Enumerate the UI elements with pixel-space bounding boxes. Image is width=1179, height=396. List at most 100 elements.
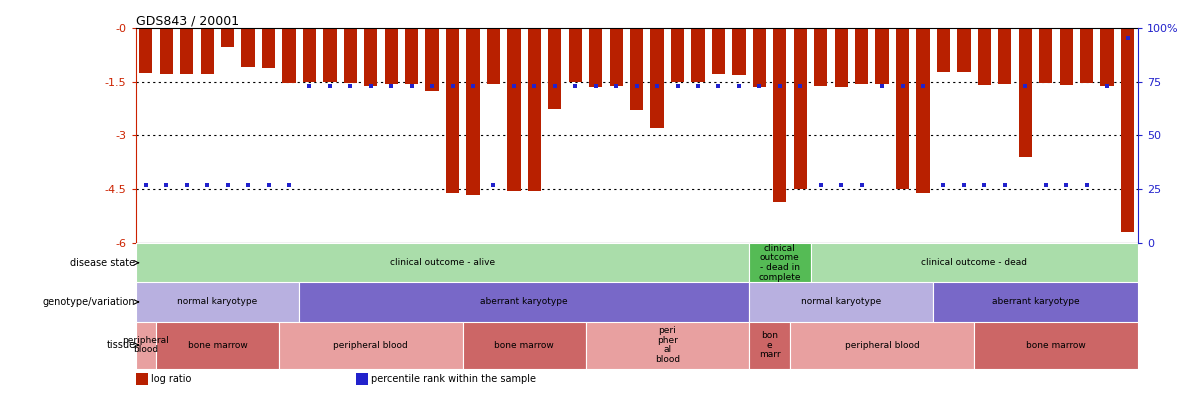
Point bbox=[1056, 182, 1075, 188]
Bar bbox=[810, 243, 1138, 282]
Point bbox=[730, 83, 749, 89]
Point bbox=[1036, 182, 1055, 188]
Point bbox=[1098, 83, 1117, 89]
Bar bbox=[876, 28, 889, 84]
Text: clinical outcome - alive: clinical outcome - alive bbox=[390, 258, 495, 267]
Point bbox=[218, 182, 237, 188]
Text: GDS843 / 20001: GDS843 / 20001 bbox=[136, 15, 238, 28]
Bar bbox=[896, 28, 909, 189]
Point bbox=[934, 182, 953, 188]
Point bbox=[668, 83, 687, 89]
Bar bbox=[790, 322, 974, 369]
Bar bbox=[364, 28, 377, 86]
Text: bon
e
marr: bon e marr bbox=[759, 331, 780, 359]
Bar bbox=[548, 28, 561, 109]
Text: percentile rank within the sample: percentile rank within the sample bbox=[371, 374, 536, 384]
Text: genotype/variation: genotype/variation bbox=[42, 297, 136, 307]
Point bbox=[627, 83, 646, 89]
Bar bbox=[136, 282, 299, 322]
Text: peri
pher
al
blood: peri pher al blood bbox=[654, 326, 680, 364]
Bar bbox=[937, 28, 950, 72]
Bar bbox=[1080, 28, 1093, 84]
Text: disease state: disease state bbox=[71, 258, 136, 268]
Point bbox=[566, 83, 585, 89]
Text: log ratio: log ratio bbox=[151, 374, 191, 384]
Point bbox=[647, 83, 666, 89]
Bar bbox=[242, 28, 255, 67]
Bar bbox=[528, 28, 541, 191]
Bar bbox=[156, 322, 278, 369]
Bar bbox=[749, 282, 934, 322]
Bar bbox=[1121, 28, 1134, 232]
Bar bbox=[610, 28, 623, 86]
Text: aberrant karyotype: aberrant karyotype bbox=[992, 297, 1079, 307]
Text: bone marrow: bone marrow bbox=[1026, 341, 1086, 350]
Bar bbox=[752, 28, 766, 87]
Point bbox=[259, 182, 278, 188]
Point bbox=[279, 182, 298, 188]
Bar bbox=[793, 28, 806, 189]
Bar bbox=[463, 322, 586, 369]
Point bbox=[1016, 83, 1035, 89]
Bar bbox=[487, 28, 500, 84]
Bar bbox=[671, 28, 684, 82]
Bar bbox=[749, 322, 790, 369]
Bar bbox=[835, 28, 848, 87]
Point bbox=[137, 182, 156, 188]
Point bbox=[463, 83, 482, 89]
Bar bbox=[1039, 28, 1053, 84]
Bar bbox=[507, 28, 521, 191]
Point bbox=[525, 83, 544, 89]
Point bbox=[607, 83, 626, 89]
Point bbox=[852, 182, 871, 188]
Bar bbox=[974, 322, 1138, 369]
Text: tissue: tissue bbox=[106, 340, 136, 350]
Point bbox=[995, 182, 1014, 188]
Point bbox=[321, 83, 340, 89]
Point bbox=[402, 83, 421, 89]
Point bbox=[157, 182, 176, 188]
Bar bbox=[278, 322, 463, 369]
Bar bbox=[136, 373, 147, 385]
Text: normal karyotype: normal karyotype bbox=[177, 297, 257, 307]
Bar bbox=[136, 322, 156, 369]
Bar bbox=[916, 28, 929, 193]
Bar bbox=[180, 28, 193, 74]
Bar bbox=[855, 28, 868, 84]
Bar bbox=[630, 28, 644, 110]
Point bbox=[177, 182, 196, 188]
Point bbox=[1118, 35, 1137, 42]
Point bbox=[382, 83, 401, 89]
Point bbox=[361, 83, 380, 89]
Bar bbox=[957, 28, 970, 72]
Bar bbox=[220, 28, 235, 48]
Bar bbox=[299, 282, 749, 322]
Bar bbox=[159, 28, 173, 74]
Text: bone marrow: bone marrow bbox=[494, 341, 554, 350]
Point bbox=[955, 182, 974, 188]
Text: peripheral blood: peripheral blood bbox=[844, 341, 920, 350]
Text: peripheral blood: peripheral blood bbox=[334, 341, 408, 350]
Point bbox=[586, 83, 605, 89]
Bar bbox=[344, 28, 357, 84]
Bar bbox=[384, 28, 397, 84]
Text: clinical
outcome
- dead in
complete: clinical outcome - dead in complete bbox=[758, 244, 801, 282]
Point bbox=[791, 83, 810, 89]
Text: peripheral
blood: peripheral blood bbox=[123, 336, 169, 354]
Point bbox=[423, 83, 442, 89]
Text: bone marrow: bone marrow bbox=[187, 341, 248, 350]
Text: normal karyotype: normal karyotype bbox=[801, 297, 882, 307]
Bar bbox=[136, 243, 749, 282]
Point bbox=[770, 83, 789, 89]
Bar bbox=[356, 373, 368, 385]
Bar bbox=[999, 28, 1012, 84]
Bar bbox=[323, 28, 336, 82]
Point bbox=[546, 83, 565, 89]
Text: aberrant karyotype: aberrant karyotype bbox=[480, 297, 568, 307]
Bar bbox=[977, 28, 992, 85]
Text: clinical outcome - dead: clinical outcome - dead bbox=[921, 258, 1027, 267]
Bar bbox=[651, 28, 664, 128]
Bar bbox=[1060, 28, 1073, 85]
Bar bbox=[426, 28, 439, 91]
Point bbox=[894, 83, 913, 89]
